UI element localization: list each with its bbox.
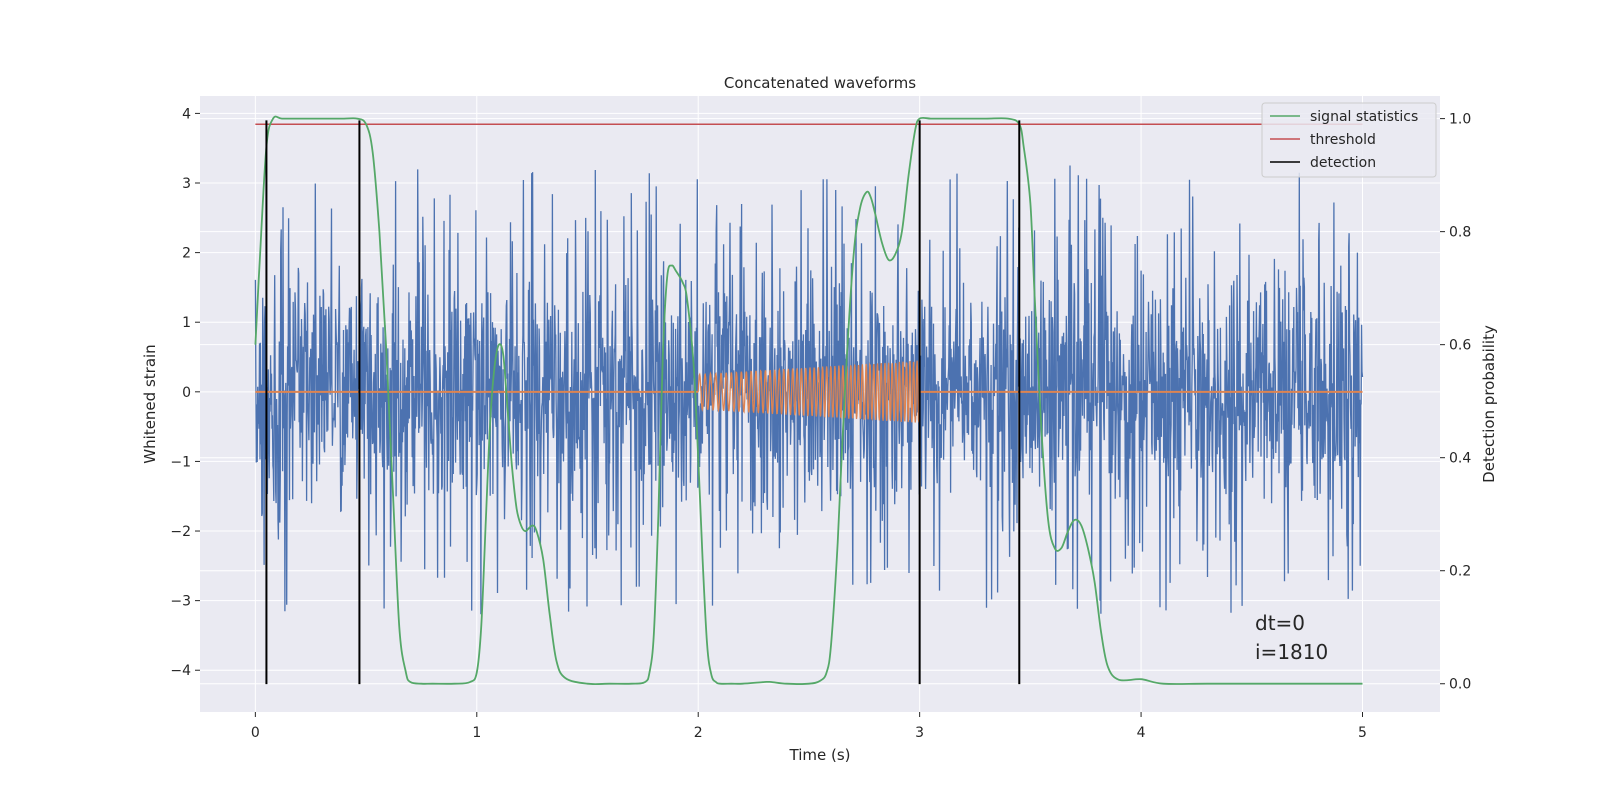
y-right-tick-label: 0.0 [1449,677,1471,693]
x-tick-label: 0 [251,725,260,741]
y-right-tick-label: 0.4 [1449,451,1471,467]
x-tick-label: 1 [472,725,481,741]
x-tick-label: 4 [1137,725,1146,741]
x-axis-label: Time (s) [789,746,851,764]
y-right-tick-label: 1.0 [1449,112,1471,128]
annotation-dt: dt=0 [1255,611,1305,635]
y-axis-right-label: Detection probability [1480,325,1498,483]
y-tick-label: −3 [170,594,191,610]
legend: signal statistics threshold detection [1261,102,1437,178]
waveform-chirp [697,360,921,423]
y-tick-label: 3 [182,176,191,192]
y-right-tick-label: 0.8 [1449,225,1471,241]
y-tick-label: 2 [182,246,191,262]
y-right-tick-label: 0.6 [1449,338,1471,354]
x-tick-label: 5 [1358,725,1367,741]
legend-frame [1261,102,1437,178]
y-tick-label: −1 [170,454,191,470]
strain-trace [254,165,1364,615]
x-tick-label: 2 [694,725,703,741]
y-tick-label: 0 [182,385,191,401]
y-tick-label: 1 [182,315,191,331]
plot-content [254,115,1364,686]
chart-title: Concatenated waveforms [724,74,916,92]
legend-label-signal: signal statistics [1310,109,1418,125]
y-tick-label: 4 [182,106,191,122]
annotation-index: i=1810 [1255,640,1328,664]
legend-label-detection: detection [1310,155,1376,171]
y-tick-label: −4 [170,663,191,679]
axes-labels: 0 1 2 3 4 5 −4 −3 −2 −1 0 1 2 3 4 0.0 0.2 0.4 0.6 0.8 1.0 [170,106,1471,741]
signal-statistics-curve [254,115,1363,686]
y-right-tick-label: 0.2 [1449,564,1471,580]
y-axis-label: Whitened strain [141,344,159,463]
y-tick-label: −2 [170,524,191,540]
x-tick-label: 3 [915,725,924,741]
legend-label-threshold: threshold [1310,132,1376,148]
